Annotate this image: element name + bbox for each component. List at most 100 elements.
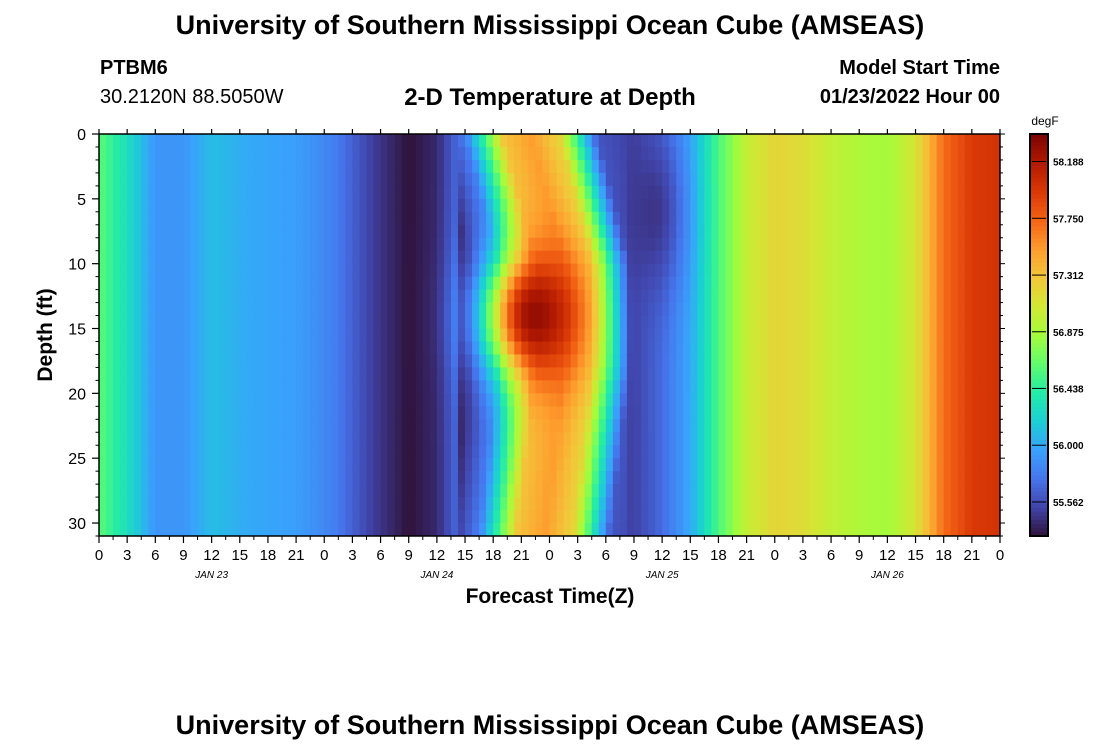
heatmap-cell (584, 237, 593, 252)
heatmap-cell (908, 211, 917, 226)
heatmap-cell (781, 172, 790, 187)
heatmap-cell (563, 224, 572, 239)
heatmap-cell (183, 198, 192, 213)
heatmap-cell (204, 172, 213, 187)
x-tick-label: 21 (513, 547, 530, 564)
heatmap-cell (992, 276, 1000, 291)
heatmap-cell (915, 185, 924, 200)
heatmap-cell (873, 523, 881, 536)
heatmap-cell (289, 393, 297, 407)
heatmap-cell (577, 380, 586, 394)
heatmap-cell (669, 445, 677, 459)
heatmap-cell (655, 250, 663, 265)
heatmap-cell (711, 380, 720, 394)
heatmap-cell (401, 354, 410, 369)
heatmap-cell (141, 393, 149, 407)
heatmap-cell (774, 263, 783, 278)
heatmap-cell (556, 523, 565, 536)
heatmap-cell (443, 471, 452, 485)
heatmap-cell (260, 159, 269, 174)
heatmap-cell (915, 354, 924, 369)
heatmap-cell (408, 185, 417, 200)
heatmap-cell (479, 393, 487, 407)
colorbar-segment (1030, 178, 1048, 183)
colorbar-segment (1030, 198, 1048, 203)
heatmap-cell (936, 250, 945, 265)
heatmap-cell (880, 354, 888, 369)
heatmap-cell (957, 172, 966, 187)
heatmap-cell (901, 419, 910, 433)
heatmap-cell (936, 315, 945, 330)
heatmap-cell (985, 211, 994, 226)
heatmap-cell (788, 224, 797, 239)
heatmap-cell (479, 432, 487, 446)
heatmap-cell (760, 341, 769, 356)
heatmap-cell (500, 302, 508, 317)
heatmap-cell (169, 302, 178, 317)
heatmap-cell (267, 237, 276, 252)
heatmap-cell (141, 250, 149, 265)
heatmap-cell (669, 458, 677, 472)
heatmap-cell (929, 250, 938, 265)
colorbar-segment (1030, 306, 1048, 312)
heatmap-cell (436, 471, 445, 485)
heatmap-cell (162, 367, 170, 381)
heatmap-cell (317, 146, 325, 161)
heatmap-cell (155, 302, 163, 317)
heatmap-cell (669, 263, 677, 278)
heatmap-cell (831, 328, 839, 343)
heatmap-cell (816, 510, 825, 524)
heatmap-cell (802, 367, 811, 381)
heatmap-cell (493, 380, 501, 394)
heatmap-cell (113, 237, 121, 252)
heatmap-cell (99, 458, 107, 472)
heatmap-cell (507, 315, 515, 330)
heatmap-cell (852, 185, 860, 200)
heatmap-cell (366, 458, 375, 472)
heatmap-cell (465, 419, 473, 433)
heatmap-cell (915, 393, 924, 407)
heatmap-cell (429, 250, 438, 265)
heatmap-cell (436, 419, 445, 433)
heatmap-cell (282, 198, 290, 213)
heatmap-cell (767, 367, 776, 381)
heatmap-cell (612, 510, 621, 524)
heatmap-cell (239, 432, 248, 446)
heatmap-cell (598, 185, 607, 200)
heatmap-cell (619, 185, 628, 200)
heatmap-cell (479, 250, 487, 265)
heatmap-cell (901, 328, 910, 343)
heatmap-cell (683, 185, 691, 200)
heatmap-cell (246, 172, 255, 187)
heatmap-cell (450, 497, 459, 511)
heatmap-cell (957, 237, 966, 252)
heatmap-cell (915, 471, 924, 485)
heatmap-cell (732, 159, 741, 174)
model-start-label: Model Start Time (839, 57, 1000, 79)
heatmap-cell (197, 523, 206, 536)
heatmap-cell (303, 497, 311, 511)
heatmap-cell (120, 185, 128, 200)
heatmap-cell (197, 393, 206, 407)
heatmap-cell (641, 185, 649, 200)
heatmap-cell (113, 224, 121, 239)
heatmap-cell (626, 185, 635, 200)
heatmap-cell (401, 380, 410, 394)
heatmap-cell (683, 198, 691, 213)
heatmap-cell (415, 172, 424, 187)
heatmap-cell (282, 510, 290, 524)
heatmap-cell (457, 458, 466, 472)
heatmap-cell (563, 276, 572, 291)
heatmap-cell (429, 237, 438, 252)
heatmap-cell (978, 445, 987, 459)
heatmap-cell (99, 497, 107, 511)
heatmap-cell (929, 263, 938, 278)
heatmap-cell (324, 289, 332, 304)
heatmap-cell (556, 393, 565, 407)
heatmap-cell (732, 134, 741, 148)
heatmap-cell (683, 328, 691, 343)
heatmap-cell (598, 211, 607, 226)
heatmap-cell (556, 432, 565, 446)
colorbar-segment (1030, 170, 1048, 175)
colorbar-segment (1030, 326, 1048, 332)
